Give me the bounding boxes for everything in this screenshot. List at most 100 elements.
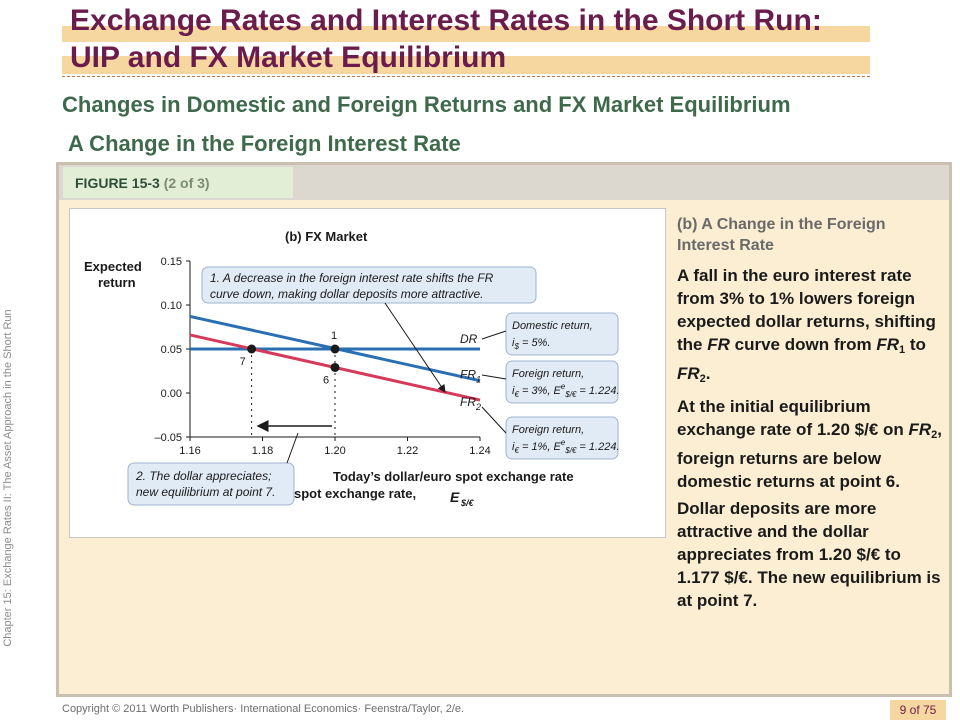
callout-domestic-return bbox=[505, 312, 619, 356]
callout-domestic-return-line-1: Domestic return, bbox=[512, 320, 593, 332]
callout-appreciate-line-1: 2. The dollar appreciates; bbox=[135, 469, 271, 483]
callout-foreign-return-2 bbox=[505, 416, 619, 460]
y-axis-label-line-1: Expected bbox=[84, 259, 142, 274]
p2-fr: FR bbox=[908, 420, 932, 439]
p1-fr: FR bbox=[707, 335, 730, 354]
x-tick-label: 1.24 bbox=[469, 445, 490, 457]
p2-text-a: At the initial equilibrium exchange rate… bbox=[677, 397, 909, 439]
slide-subtitle: Changes in Domestic and Foreign Returns … bbox=[62, 92, 791, 117]
explanation-column: (b) A Change in the Foreign Interest Rat… bbox=[677, 214, 947, 616]
figure-number: FIGURE 15-3 bbox=[75, 175, 160, 191]
series-label-name-1: DR bbox=[460, 332, 478, 346]
y-axis-label-line-2: return bbox=[98, 275, 136, 290]
title-highlight-1 bbox=[62, 26, 870, 42]
slide-title-line-1: Exchange Rates and Interest Rates in the… bbox=[70, 4, 822, 37]
callout-foreign-return-1-rate-value: = 3%, E bbox=[519, 385, 562, 397]
p2-text-b: , foreign returns are below domestic ret… bbox=[677, 420, 943, 491]
callout-foreign-return-2-exp-value: = 1.224. bbox=[576, 441, 619, 453]
title-highlight-2 bbox=[62, 56, 870, 74]
p1-fr2-sub: 2 bbox=[699, 373, 706, 385]
callout-domestic-return-line-2: i$ = 5%. bbox=[512, 337, 550, 351]
copyright-footer: Copyright © 2011 Worth Publishers· Inter… bbox=[62, 703, 465, 715]
dr-callout-connector bbox=[481, 330, 507, 340]
p1-fr2: FR bbox=[677, 364, 700, 383]
series-label-sub-2: 1 bbox=[476, 375, 481, 385]
x-axis-label-symbol: E bbox=[450, 489, 460, 505]
fr2-callout-connector bbox=[481, 406, 507, 434]
callout-foreign-return-1-rate-sub: € bbox=[514, 390, 519, 399]
p1-fr1: FR bbox=[876, 335, 899, 354]
callout-foreign-return-1-rate-symbol: i bbox=[512, 385, 515, 397]
callout-shift bbox=[201, 266, 537, 304]
callout-appreciate bbox=[127, 462, 295, 506]
chart-title: (b) FX Market bbox=[285, 229, 368, 244]
p1-text-a: A fall in the euro interest rate from 3%… bbox=[677, 266, 936, 354]
p1-text-b: curve down from bbox=[729, 335, 877, 354]
callout-foreign-return-1-exp-value: = 1.224. bbox=[576, 385, 619, 397]
equilibrium-point-6 bbox=[330, 362, 340, 372]
callout-domestic-return-rate-sub: $ bbox=[513, 342, 519, 351]
series-label-name-3: FR bbox=[460, 395, 476, 409]
point-label-1: 1 bbox=[331, 330, 337, 342]
series-label-1: DR bbox=[460, 332, 478, 346]
callout-foreign-return-2-rate-value: = 1%, E bbox=[519, 441, 562, 453]
callout-foreign-return-1-exp-sub: $/€ bbox=[564, 390, 577, 399]
point-label-6: 6 bbox=[323, 374, 329, 386]
equilibrium-point-1 bbox=[330, 344, 340, 354]
chapter-side-label: Chapter 15: Exchange Rates II: The Asset… bbox=[2, 309, 14, 647]
slide-title: Exchange Rates and Interest Rates in the… bbox=[70, 2, 880, 76]
explanation-paragraph-3: Dollar deposits are more attractive and … bbox=[677, 499, 941, 610]
p1-text-c: to bbox=[905, 335, 926, 354]
series-label-sub-3: 2 bbox=[475, 402, 481, 412]
callout-domestic-return-rate-symbol: i bbox=[512, 337, 515, 349]
x-tick-label: 1.22 bbox=[397, 445, 418, 457]
x-axis-label-symbol-sub: $/€ bbox=[460, 498, 475, 508]
series-label-name-2: FR bbox=[460, 368, 476, 382]
series-label-3: FR2 bbox=[460, 395, 481, 412]
callout-shift-line-1: 1. A decrease in the foreign interest ra… bbox=[210, 271, 494, 285]
figure-label: FIGURE 15-3 (2 of 3) bbox=[63, 167, 293, 198]
callout-foreign-return-2-rate-symbol: i bbox=[512, 441, 515, 453]
point-label-7: 7 bbox=[240, 356, 246, 368]
fr1-callout-connector bbox=[481, 374, 507, 380]
fx-market-chart: (b) FX Market Expected return 0.15 0.10 0.05 0… bbox=[69, 208, 666, 538]
callout-domestic-return-rate-value: = 5%. bbox=[519, 337, 551, 349]
callout-foreign-return-2-line-1: Foreign return, bbox=[512, 424, 584, 436]
callout-foreign-return-2-exp-sup: e bbox=[561, 438, 566, 447]
callout-foreign-return-1-line-2: i€ = 3%, Ee$/€ = 1.224. bbox=[512, 382, 620, 399]
section-title: A Change in the Foreign Interest Rate bbox=[68, 131, 461, 156]
callout-appreciate-line-2: new equilibrium at point 7. bbox=[136, 485, 275, 499]
page-number: 9 of 75 bbox=[890, 700, 946, 720]
x-tick-label: 1.16 bbox=[179, 445, 200, 457]
y-tick-label: 0.05 bbox=[161, 344, 182, 356]
explanation-paragraph-2: At the initial equilibrium exchange rate… bbox=[677, 395, 947, 493]
callout-shift-pointer bbox=[384, 302, 446, 393]
callout-foreign-return-2-line-2: i€ = 1%, Ee$/€ = 1.224. bbox=[512, 438, 620, 455]
figure-part: (2 of 3) bbox=[163, 175, 210, 191]
explanation-heading: (b) A Change in the Foreign Interest Rat… bbox=[677, 216, 886, 254]
x-tick-label: 1.18 bbox=[252, 445, 273, 457]
callout-shift-line-2: curve down, making dollar deposits more … bbox=[210, 287, 483, 301]
callout-foreign-return-2-exp-sub: $/€ bbox=[564, 446, 577, 455]
x-axis-label-line-2: spot exchange rate, bbox=[294, 486, 416, 501]
callout-foreign-return-1 bbox=[505, 360, 619, 404]
y-tick-label: 0.10 bbox=[161, 300, 182, 312]
equilibrium-point-7 bbox=[247, 344, 257, 354]
y-tick-label: 0.15 bbox=[161, 256, 182, 268]
figure-panel: FIGURE 15-3 (2 of 3) (b) FX Market Expect… bbox=[56, 162, 952, 697]
slide-title-line-2: UIP and FX Market Equilibrium bbox=[70, 41, 507, 74]
p2-fr-sub: 2 bbox=[931, 429, 938, 441]
y-tick-label: 0.00 bbox=[161, 388, 182, 400]
callout-foreign-return-1-line-1: Foreign return, bbox=[512, 368, 584, 380]
x-axis-label-line-1: Today’s dollar/euro spot exchange rate bbox=[333, 469, 574, 484]
y-tick-label: –0.05 bbox=[154, 432, 182, 444]
p1-text-d: . bbox=[705, 364, 711, 383]
title-divider bbox=[62, 76, 870, 77]
x-tick-label: 1.20 bbox=[324, 445, 345, 457]
explanation-paragraph-1: A fall in the euro interest rate from 3%… bbox=[677, 264, 947, 391]
callout-foreign-return-1-exp-sup: e bbox=[561, 382, 566, 391]
callout-appreciate-pointer bbox=[286, 432, 299, 464]
series-label-2: FR1 bbox=[460, 368, 481, 385]
callout-foreign-return-2-rate-sub: € bbox=[514, 446, 519, 455]
